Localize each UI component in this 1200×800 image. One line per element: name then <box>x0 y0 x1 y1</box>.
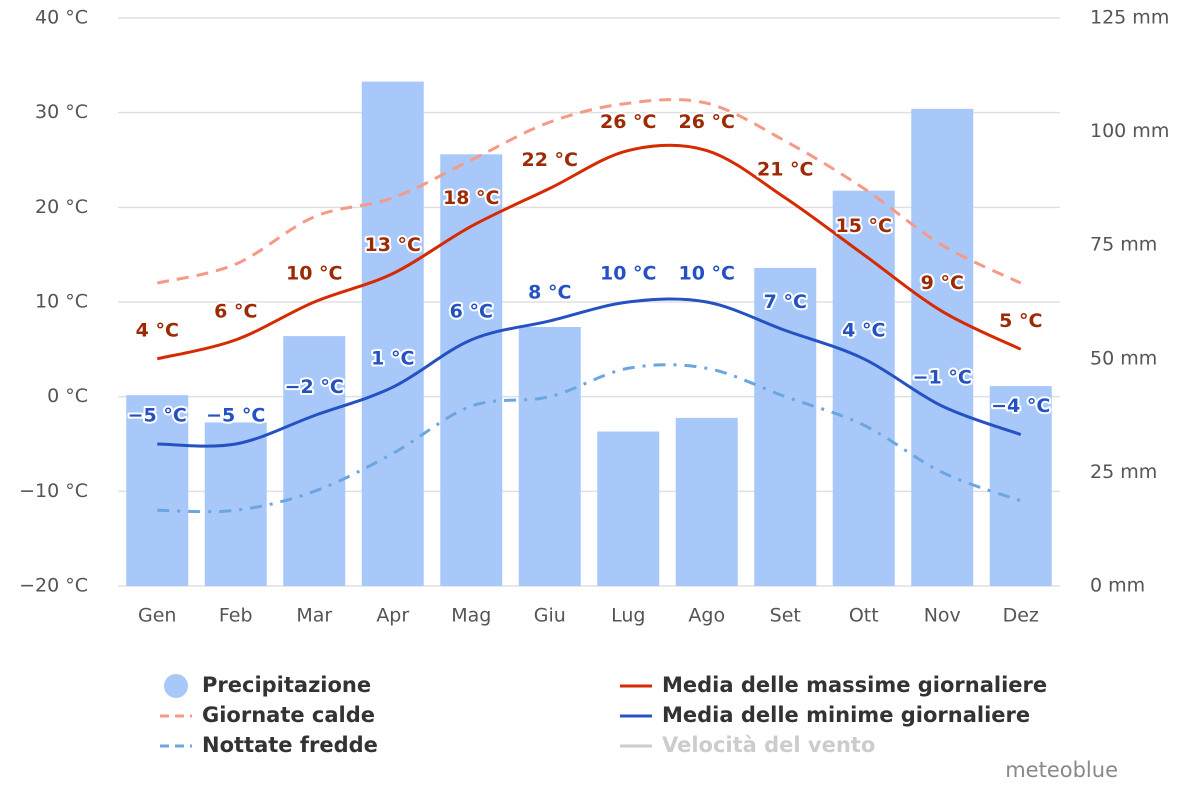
bar <box>204 422 267 586</box>
bar <box>283 336 346 586</box>
bar <box>832 190 895 586</box>
data-label: 6 °C <box>450 300 493 322</box>
y2-tick-label: 75 mm <box>1090 234 1157 256</box>
y2-tick-label: 50 mm <box>1090 347 1157 369</box>
x-tick-label: Mar <box>296 605 332 627</box>
legend-label: Media delle massime giornaliere <box>662 673 1047 697</box>
line <box>156 98 1022 285</box>
data-label: −4 °C <box>991 395 1050 417</box>
legend-marker <box>164 674 188 698</box>
bar <box>911 108 974 586</box>
line <box>157 363 1022 514</box>
x-tick-label: Set <box>770 605 801 627</box>
bar <box>518 326 581 586</box>
bar <box>440 154 503 586</box>
y-tick-label: 40 °C <box>35 7 88 29</box>
x-tick-label: Ago <box>688 605 725 627</box>
y2-tick-label: 25 mm <box>1090 461 1157 483</box>
data-label: 13 °C <box>365 234 422 256</box>
y-tick-label: 30 °C <box>35 101 88 123</box>
x-tick-label: Lug <box>611 605 645 627</box>
x-tick-label: Mag <box>451 605 491 627</box>
x-tick-label: Apr <box>376 605 409 627</box>
legend-label: Nottate fredde <box>202 733 378 757</box>
data-label: 1 °C <box>371 348 414 370</box>
data-label: 4 °C <box>842 319 885 341</box>
data-label: 6 °C <box>214 300 257 322</box>
credit: meteoblue <box>1005 758 1118 782</box>
data-label: 21 °C <box>757 158 814 180</box>
line <box>157 297 1022 448</box>
data-label: 26 °C <box>600 111 657 133</box>
y2-tick-label: 0 mm <box>1090 575 1145 597</box>
data-label: 10 °C <box>679 263 736 285</box>
data-label: 10 °C <box>286 263 343 285</box>
data-label: −5 °C <box>206 405 265 427</box>
data-label: 9 °C <box>921 272 964 294</box>
legend-label: Giornate calde <box>202 703 375 727</box>
grid <box>118 17 1060 587</box>
data-label: 4 °C <box>136 319 179 341</box>
y-tick-label: 0 °C <box>47 385 88 407</box>
data-label: 5 °C <box>999 310 1042 332</box>
legend-label: Media delle minime giornaliere <box>662 703 1030 727</box>
labels: 4 °C 6 °C 10 °C 13 °C 18 °C 22 °C 26 °C 26 °C 21… <box>126 109 1053 428</box>
x-tick-label: Gen <box>138 605 176 627</box>
bar <box>126 395 189 586</box>
bar <box>989 386 1052 586</box>
data-label: −1 °C <box>913 367 972 389</box>
x-tick-label: Giu <box>534 605 566 627</box>
y2-tick-label: 125 mm <box>1090 7 1169 29</box>
legend-label: Velocità del vento <box>662 733 875 757</box>
y-tick-label: 20 °C <box>35 196 88 218</box>
line <box>156 143 1022 361</box>
y-tick-label: 10 °C <box>35 291 88 313</box>
lines <box>156 98 1022 514</box>
bars <box>126 81 1052 586</box>
data-label: 26 °C <box>679 111 736 133</box>
data-label: 22 °C <box>522 149 579 171</box>
x-tick-label: Ott <box>849 605 879 627</box>
data-label: −5 °C <box>128 405 187 427</box>
legend-label: Precipitazione <box>202 673 371 697</box>
data-label: 18 °C <box>443 187 500 209</box>
data-label: 15 °C <box>836 215 893 237</box>
y-tick-label: −10 °C <box>19 480 88 502</box>
y2-tick-label: 100 mm <box>1090 120 1169 142</box>
bar <box>754 267 817 586</box>
x-tick-label: Nov <box>924 605 961 627</box>
bar <box>361 81 424 586</box>
data-label: 8 °C <box>528 281 571 303</box>
y-tick-label: −20 °C <box>19 575 88 597</box>
bar <box>675 417 738 586</box>
x-tick-label: Feb <box>219 605 253 627</box>
data-label: 10 °C <box>600 263 657 285</box>
data-label: 7 °C <box>764 291 807 313</box>
x-tick-label: Dez <box>1003 605 1039 627</box>
bar <box>597 431 660 586</box>
data-label: −2 °C <box>285 376 344 398</box>
